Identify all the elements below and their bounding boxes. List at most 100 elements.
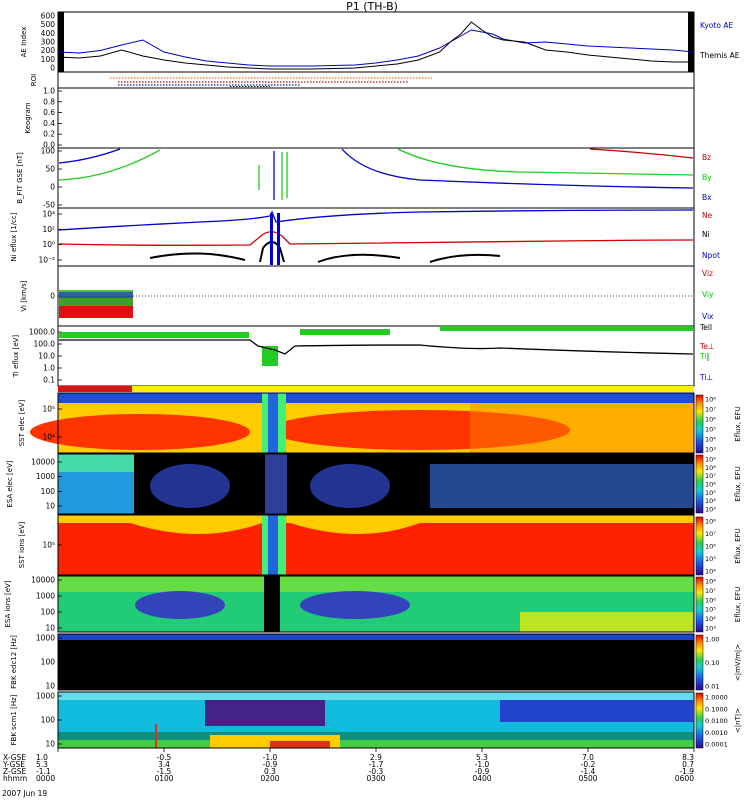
- sst-elec-ylabel: SST elec [eV]: [18, 399, 26, 446]
- ti-ylabel: Ti eflux [eV]: [12, 335, 20, 379]
- ni-panel: 10⁴ 10² 10⁰ 10⁻² Ni eflux [1/cc] Ne Ni Npot: [10, 207, 720, 267]
- fbk-scm-spike: [155, 724, 157, 748]
- esa-elec-patch-1: [150, 464, 230, 508]
- bfit-ytick-label-0: 100: [41, 147, 56, 156]
- ni-ylabel: Ni eflux [1/cc]: [10, 212, 18, 261]
- ti-par-noise-1: [59, 332, 249, 338]
- legend-ne: Ne: [702, 211, 713, 220]
- bfit-ytick-label-2: 0: [50, 183, 55, 192]
- x-tick-label-0-2: -1.1: [36, 767, 51, 776]
- x-tick-label-3-2: -0.3: [369, 767, 384, 776]
- fbk-scm-colorbar: [695, 692, 704, 749]
- sst-elec-top-band: [58, 393, 694, 403]
- esa-ions-ytick-label-0: 10000: [31, 576, 55, 585]
- x-tick-label-4-3: 0400: [472, 774, 491, 783]
- roi-ylabel: ROI: [30, 74, 38, 86]
- x-row-label-3: hhmm: [3, 774, 27, 783]
- esa-ions-patch-2: [300, 591, 410, 619]
- esa-elec-ytick-label-1: 1000: [36, 472, 55, 481]
- x-tick-label-1-2: -1.5: [157, 767, 172, 776]
- esa-elec-center: [265, 454, 287, 514]
- fbk-scm-colorbar-tick-3: 0.0010: [705, 729, 728, 737]
- x-axis: X-GSEY-GSEZ-GSEhhmm1.05.3-1.10000-0.53.4…: [2, 748, 695, 783]
- keogram-ytick-label-5: 0.0: [43, 141, 55, 150]
- esa-i-colorbar-tick-3: 10⁵: [705, 606, 716, 614]
- esa-i-colorbar: [695, 576, 704, 633]
- sst-e-colorbar-tick-2: 10⁶: [705, 416, 716, 424]
- keogram-yticks: 1.00.8 0.6 0.4 0.2 0.0: [43, 87, 62, 150]
- bfit-ytick-label-1: 50: [45, 165, 55, 174]
- esa-elec-ytick-label-0: 10000: [31, 458, 55, 467]
- esa-elec-panel: 10000 1000 100 10 ESA elec [eV]: [6, 453, 695, 515]
- esa-i-colorbar-tick-5: 10³: [705, 625, 716, 633]
- ni-ytick-label-2: 10⁰: [42, 240, 55, 249]
- ae-series-line-0: [57, 29, 695, 67]
- esa-ions-yticks: 10000 1000 100 10: [31, 576, 62, 633]
- x-tick-label-2-1: -0.9: [263, 760, 278, 769]
- esa-ions-ytick-label-3: 10: [45, 624, 55, 633]
- ni-spike-1: [270, 213, 273, 265]
- x-tick-label-4-0: 5.3: [476, 753, 488, 762]
- x-tick-label-4-2: -0.9: [475, 767, 490, 776]
- fbk-scm-colorbar-label: <|nT|>: [734, 708, 742, 733]
- sst-elec-yticks: 10⁵ 10⁴: [42, 405, 62, 442]
- fbk-edc-colorbar-tick-1: 0.10: [705, 659, 719, 667]
- ae-ytick-label-6: 0: [50, 64, 55, 73]
- sst-i-colorbar-tick-1: 10⁷: [705, 530, 716, 538]
- x-tick-label-3-0: 2.9: [370, 753, 382, 762]
- ti-ytick-label-3: 1.0: [43, 364, 55, 373]
- x-tick-label-1-3: 0100: [154, 774, 173, 783]
- esa-elec-frame: [57, 453, 695, 515]
- sst-ions-top-band: [58, 515, 694, 523]
- vi-ylabel: Vi [km/s]: [20, 280, 28, 311]
- esa-e-colorbar-tick-3: 10⁶: [705, 481, 716, 489]
- fbk-scm-colorbar-tick-4: 0.0001: [705, 741, 728, 749]
- esa-elec-patch-2: [310, 464, 390, 508]
- by-trace-2: [397, 148, 694, 176]
- ni-ytick-label-0: 10⁴: [42, 210, 55, 219]
- mode-bar-red: [58, 386, 132, 392]
- esa-ions-panel: 10000 1000 100 10 ESA ions [eV]: [4, 575, 695, 633]
- sst-elec-ytick-label-1: 10⁴: [42, 433, 55, 442]
- x-row-label-2: Z-GSE: [3, 767, 27, 776]
- fbk-scm-right-blue: [500, 700, 693, 722]
- fbk-scm-colorbar-tick-0: 1.0000: [705, 694, 728, 702]
- fbk-scm-bottom: [58, 740, 694, 748]
- sst-elec-ytick-label-0: 10⁵: [42, 405, 55, 414]
- ae-ytick-label-4: 200: [41, 46, 56, 55]
- legend-ti-par: Ti‖: [699, 352, 710, 361]
- sst-e-colorbar-tick-3: 10⁵: [705, 426, 716, 434]
- keogram-ylabel: Keogram: [24, 102, 32, 133]
- ti-ytick-label-1: 100.0: [34, 340, 56, 349]
- legend-by: By: [702, 173, 712, 182]
- esa-e-colorbar-tick-0: 10⁹: [705, 456, 716, 464]
- sst-elec-hot-1: [30, 414, 250, 450]
- sst-i-colorbar: [695, 516, 704, 576]
- ae-ytick-label-5: 100: [41, 55, 56, 64]
- legend-bz: Bz: [702, 153, 711, 162]
- x-tick-label-1-1: 3.4: [158, 760, 170, 769]
- sst-i-colorbar-tick-0: 10⁸: [705, 518, 716, 526]
- fbk-scm-ylabel: FBK scm1 [Hz]: [10, 694, 18, 745]
- fbk-scm-ytick-label-0: 1000: [36, 692, 55, 701]
- x-tick-label-3-1: -1.7: [369, 760, 384, 769]
- legend-ni: Ni: [702, 230, 710, 239]
- mode-bar: [58, 386, 694, 392]
- fbk-edc-ylabel: FBK edc12 [Hz]: [10, 635, 18, 689]
- sst-elec-fade: [470, 403, 693, 453]
- bfit-ytick-label-3: -50: [43, 201, 55, 210]
- legend-npot: Npot: [702, 251, 720, 260]
- x-tick-label-5-0: 7.0: [582, 753, 594, 762]
- ae-ylabel: AE Index: [20, 27, 28, 58]
- esa-e-colorbar-tick-1: 10⁸: [705, 464, 716, 472]
- roi-panel: ROI: [30, 71, 695, 89]
- by-trace-1: [58, 149, 161, 181]
- fbk-edc-yticks: 1000 100 10: [36, 634, 62, 691]
- sst-ions-arc-1: [130, 523, 262, 534]
- legend-bx: Bx: [702, 193, 712, 202]
- bfit-frame: [57, 147, 695, 209]
- fbk-scm-yticks: 1000 100 10: [36, 692, 62, 749]
- ne-trace: [58, 231, 694, 246]
